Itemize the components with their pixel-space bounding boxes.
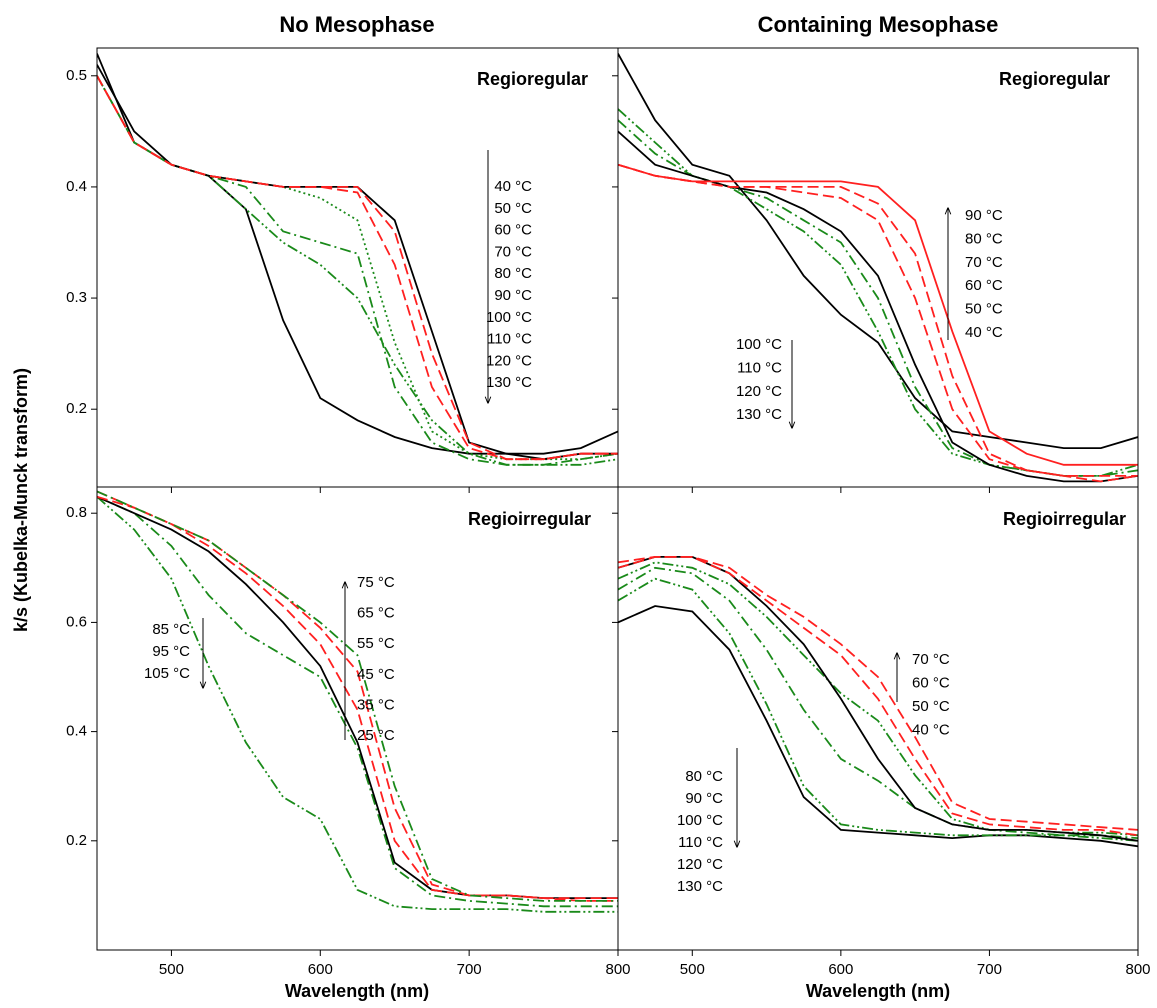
temperature-label: 100 °C xyxy=(736,336,782,353)
data-line xyxy=(97,75,618,461)
y-tick-label: 0.8 xyxy=(66,504,87,521)
x-tick-label: 600 xyxy=(828,961,853,978)
panel-label: Regioirregular xyxy=(1003,509,1126,529)
x-tick-label: 700 xyxy=(457,961,482,978)
data-line xyxy=(618,163,1138,483)
temperature-label: 80 °C xyxy=(685,768,723,785)
data-line xyxy=(97,495,618,908)
temperature-label: 105 °C xyxy=(144,665,190,682)
y-tick-label: 0.2 xyxy=(66,832,87,849)
data-line xyxy=(618,119,1138,477)
panel-frame xyxy=(617,486,1139,951)
temperature-label: 80 °C xyxy=(494,265,532,282)
temperature-label: 65 °C xyxy=(357,605,395,622)
temperature-label: 40 °C xyxy=(912,721,950,738)
y-axis-label: k/s (Kubelka-Munck transform) xyxy=(11,368,31,632)
temperature-label: 70 °C xyxy=(965,254,1003,271)
temperature-label: 35 °C xyxy=(357,696,395,713)
data-line xyxy=(97,75,618,466)
column-title: Containing Mesophase xyxy=(758,12,999,37)
data-line xyxy=(97,496,618,913)
panel-frame xyxy=(617,47,1139,488)
temperature-label: 50 °C xyxy=(494,200,532,217)
data-line xyxy=(618,605,1138,848)
temperature-label: 60 °C xyxy=(494,222,532,239)
temperature-label: 40 °C xyxy=(494,178,532,195)
column-title: No Mesophase xyxy=(279,12,434,37)
temperature-label: 80 °C xyxy=(965,230,1003,247)
panel-label: Regioirregular xyxy=(468,509,591,529)
data-line xyxy=(97,75,618,461)
temperature-label: 110 °C xyxy=(678,834,723,851)
y-tick-label: 0.3 xyxy=(66,289,87,306)
temperature-label: 55 °C xyxy=(357,635,395,652)
temperature-label: 120 °C xyxy=(677,856,723,873)
data-line xyxy=(618,556,1138,831)
data-line xyxy=(97,75,618,461)
x-tick-label: 800 xyxy=(1125,961,1150,978)
temperature-label: 90 °C xyxy=(965,207,1003,224)
temperature-label: 130 °C xyxy=(736,406,782,423)
temperature-label: 50 °C xyxy=(912,698,950,715)
y-tick-label: 0.4 xyxy=(66,723,87,740)
temperature-label: 70 °C xyxy=(912,651,950,668)
y-tick-label: 0.6 xyxy=(66,613,87,630)
x-tick-label: 500 xyxy=(680,961,705,978)
panel-label: Regioregular xyxy=(999,69,1110,89)
y-tick-label: 0.5 xyxy=(66,67,87,84)
temperature-label: 110 °C xyxy=(487,331,532,348)
data-line xyxy=(618,561,1138,837)
panel-label: Regioregular xyxy=(477,69,588,89)
data-line xyxy=(97,75,618,466)
y-tick-label: 0.4 xyxy=(66,178,87,195)
temperature-label: 60 °C xyxy=(912,674,950,691)
x-tick-label: 600 xyxy=(308,961,333,978)
temperature-label: 130 °C xyxy=(486,374,532,391)
temperature-label: 130 °C xyxy=(677,878,723,895)
data-line xyxy=(618,163,1138,477)
data-line xyxy=(97,64,618,461)
temperature-label: 100 °C xyxy=(677,812,723,829)
x-tick-label: 500 xyxy=(159,961,184,978)
x-tick-label: 800 xyxy=(605,961,630,978)
y-tick-label: 0.2 xyxy=(66,400,87,417)
data-line xyxy=(618,577,1138,842)
temperature-label: 75 °C xyxy=(357,574,395,591)
x-axis-label: Wavelength (nm) xyxy=(285,981,429,1001)
x-tick-label: 700 xyxy=(977,961,1002,978)
x-axis-label: Wavelength (nm) xyxy=(806,981,950,1001)
data-line xyxy=(618,130,1138,483)
data-line xyxy=(618,108,1138,477)
temperature-label: 100 °C xyxy=(486,309,532,326)
data-line xyxy=(618,163,1138,466)
data-line xyxy=(618,556,1138,837)
temperature-label: 120 °C xyxy=(736,383,782,400)
temperature-label: 25 °C xyxy=(357,727,395,744)
panel-frame xyxy=(96,486,619,951)
temperature-label: 60 °C xyxy=(965,277,1003,294)
data-line xyxy=(618,566,1138,839)
temperature-label: 110 °C xyxy=(737,359,782,376)
temperature-label: 85 °C xyxy=(152,621,190,638)
data-line xyxy=(97,490,618,902)
temperature-label: 120 °C xyxy=(486,352,532,369)
temperature-label: 70 °C xyxy=(494,243,532,260)
temperature-label: 90 °C xyxy=(685,790,723,807)
temperature-label: 50 °C xyxy=(965,301,1003,318)
temperature-label: 90 °C xyxy=(494,287,532,304)
data-line xyxy=(97,490,618,902)
data-line xyxy=(618,53,1138,449)
temperature-label: 40 °C xyxy=(965,324,1003,341)
data-line xyxy=(97,53,618,455)
temperature-label: 45 °C xyxy=(357,666,395,683)
temperature-label: 95 °C xyxy=(152,643,190,660)
